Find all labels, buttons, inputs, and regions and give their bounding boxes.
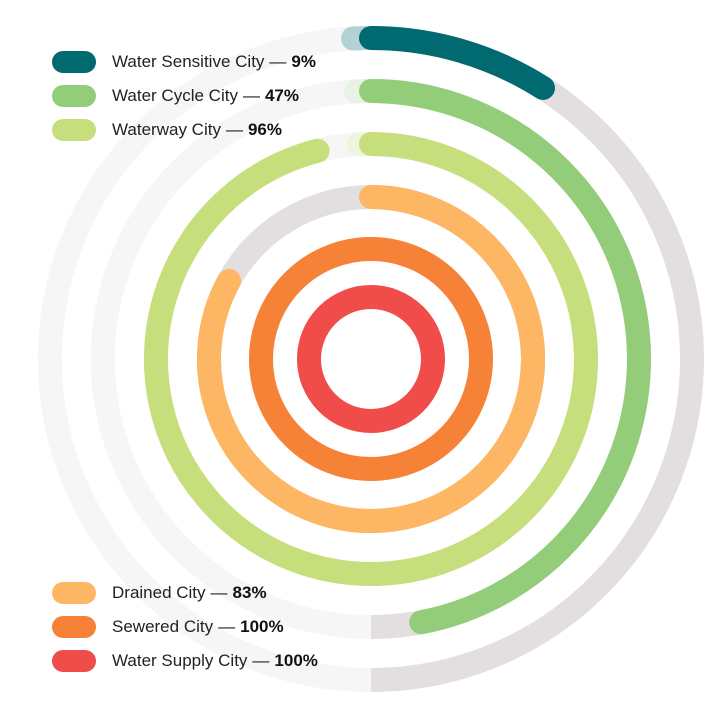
legend-item-waterway-city: Waterway City — 96% (52, 118, 316, 142)
legend-swatch (52, 51, 96, 73)
legend-swatch (52, 85, 96, 107)
legend-top: Water Sensitive City — 9% Water Cycle Ci… (52, 50, 316, 142)
legend-separator: — (242, 86, 260, 105)
legend-bottom: Drained City — 83% Sewered City — 100% W… (52, 581, 318, 673)
water-cycle-city-track-right (370, 79, 651, 639)
legend-label: Sewered City (112, 617, 214, 636)
legend-item-water-supply-city: Water Supply City — 100% (52, 649, 318, 673)
legend-value: 96% (247, 120, 282, 139)
legend-swatch (52, 616, 96, 638)
legend-label: Water Sensitive City (112, 52, 265, 71)
water-sensitive-city-track-left (37, 26, 372, 692)
legend-separator: — (210, 583, 228, 602)
legend-separator: — (269, 52, 287, 71)
legend-label: Water Supply City (112, 651, 248, 670)
legend-label: Drained City (112, 583, 206, 602)
drained-city-value-arc-top (197, 185, 545, 533)
water-supply-city-ring (297, 285, 445, 433)
legend-swatch (52, 582, 96, 604)
water-cycle-city-value-arc (359, 79, 651, 635)
legend-value: 47% (264, 86, 299, 105)
legend-item-drained-city: Drained City — 83% (52, 581, 318, 605)
legend-value: 9% (291, 52, 316, 71)
waterway-city-value-arc (144, 132, 598, 586)
legend-swatch (52, 650, 96, 672)
legend-value: 83% (232, 583, 267, 602)
legend-item-water-cycle-city: Water Cycle City — 47% (52, 84, 316, 108)
legend-separator: — (225, 120, 243, 139)
legend-item-water-sensitive-city: Water Sensitive City — 9% (52, 50, 316, 74)
water-sensitive-city-value-arc (359, 26, 555, 100)
legend-item-sewered-city: Sewered City — 100% (52, 615, 318, 639)
water-cycle-city-track-left (90, 79, 372, 639)
legend-label: Waterway City (112, 120, 221, 139)
drained-city-remaining-track (218, 185, 371, 287)
legend-swatch (52, 119, 96, 141)
legend-separator: — (218, 617, 236, 636)
sewered-city-ring (249, 237, 493, 481)
legend-value: 100% (274, 651, 318, 670)
legend-separator: — (252, 651, 270, 670)
legend-value: 100% (240, 617, 284, 636)
legend-label: Water Cycle City (112, 86, 238, 105)
